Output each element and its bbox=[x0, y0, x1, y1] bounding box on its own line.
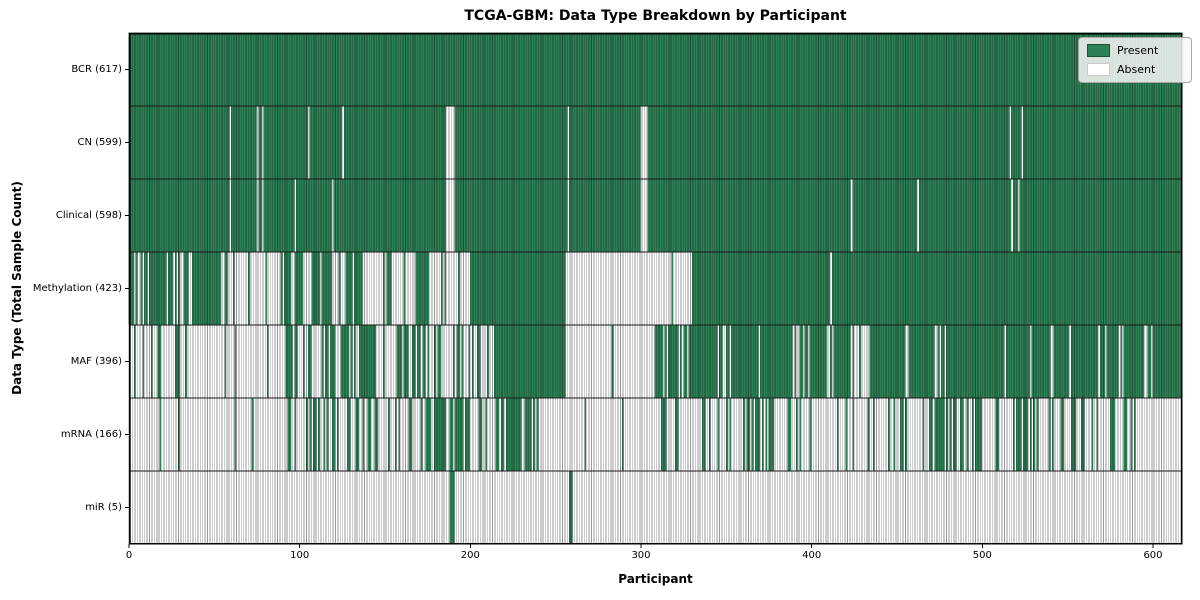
legend-label-absent: Absent bbox=[1117, 63, 1156, 76]
y-tick-Clinical: Clinical (598) bbox=[55, 209, 122, 221]
x-tick-0: 0 bbox=[125, 550, 133, 561]
x-tick-100: 100 bbox=[290, 550, 310, 561]
legend-entry-present: Present bbox=[1087, 44, 1183, 57]
y-tick-CN: CN (599) bbox=[77, 136, 122, 148]
x-tick-400: 400 bbox=[802, 550, 822, 561]
x-tick-600: 600 bbox=[1143, 550, 1163, 561]
y-tick-MAF: MAF (396) bbox=[70, 355, 122, 367]
x-tick-500: 500 bbox=[972, 550, 992, 561]
x-axis-label: Participant bbox=[618, 572, 693, 586]
x-tick-200: 200 bbox=[460, 550, 480, 561]
y-tick-Methylation: Methylation (423) bbox=[32, 282, 122, 294]
absent-swatch-icon bbox=[1087, 63, 1110, 76]
legend: Present Absent bbox=[1078, 37, 1192, 83]
legend-label-present: Present bbox=[1117, 44, 1159, 57]
plot-area bbox=[125, 32, 1183, 548]
chart-title: TCGA-GBM: Data Type Breakdown by Partici… bbox=[464, 8, 847, 24]
y-tick-BCR: BCR (617) bbox=[71, 63, 122, 75]
y-tick-mRNA: mRNA (166) bbox=[60, 428, 122, 440]
legend-entry-absent: Absent bbox=[1087, 63, 1183, 76]
y-tick-miR: miR (5) bbox=[85, 501, 122, 513]
x-tick-300: 300 bbox=[631, 550, 651, 561]
present-swatch-icon bbox=[1087, 44, 1110, 57]
heatmap-canvas bbox=[125, 32, 1183, 548]
